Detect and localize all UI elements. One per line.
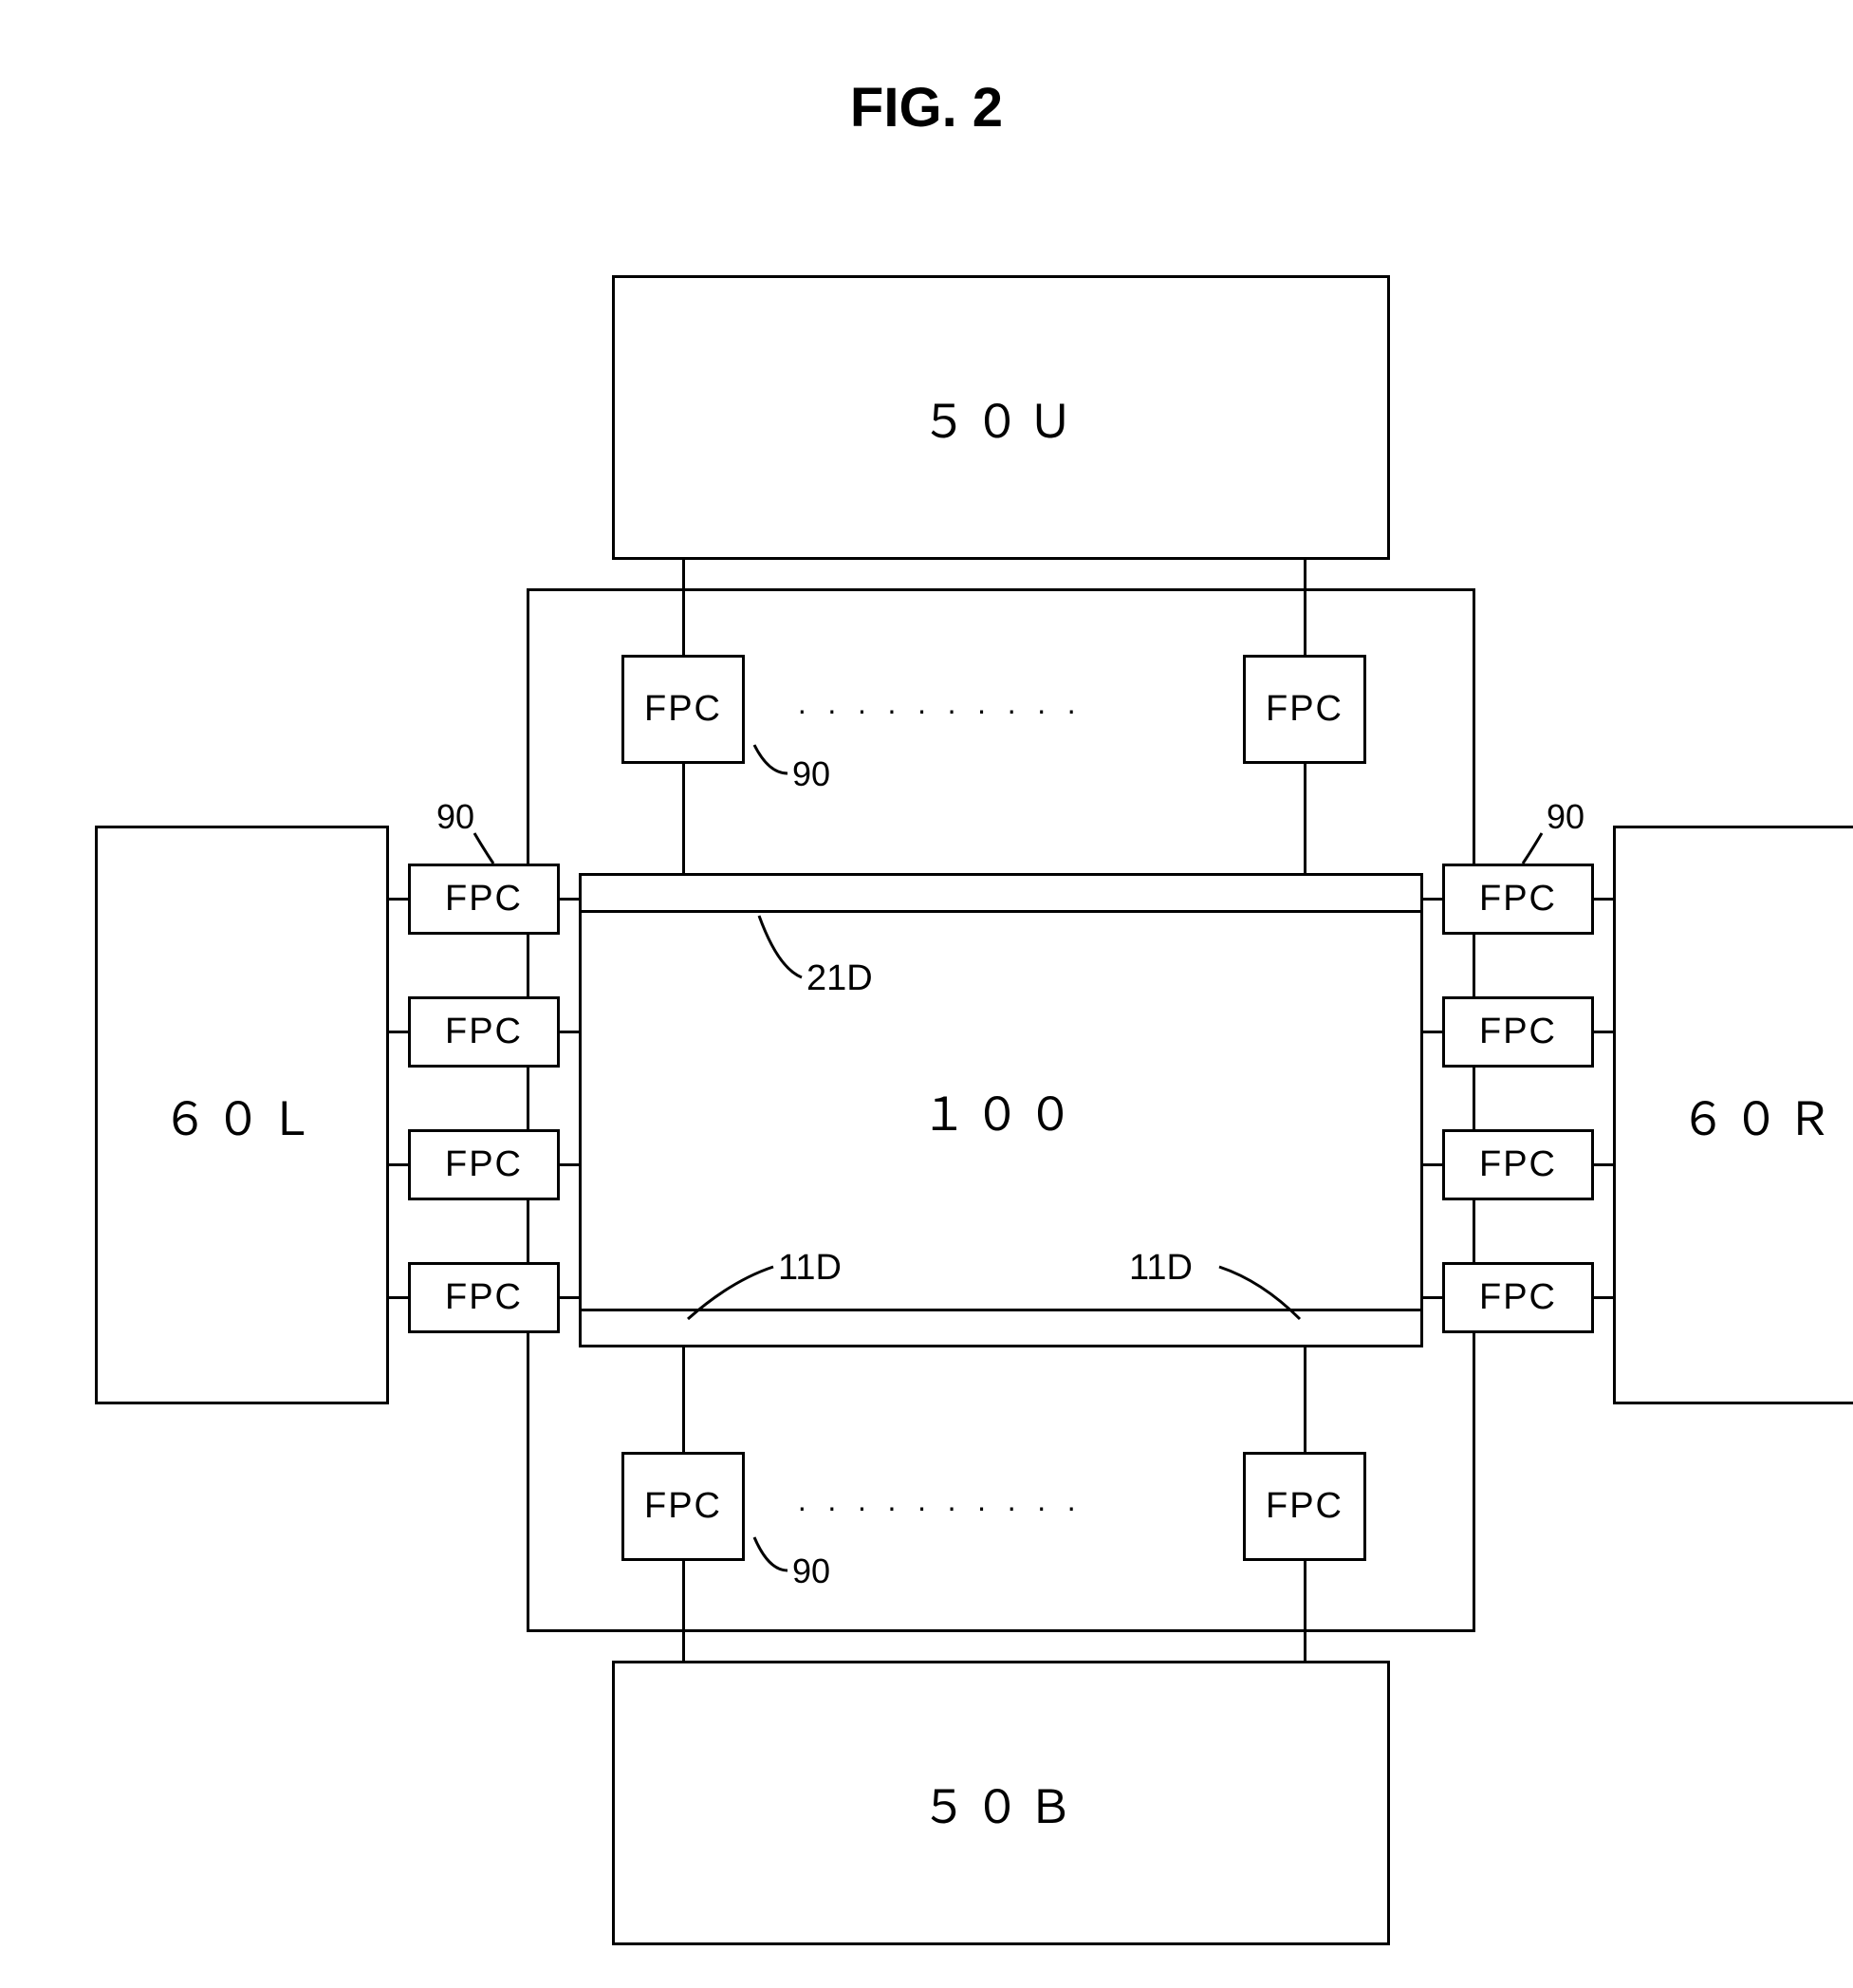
- leader-11d-right: [38, 38, 1815, 1950]
- figure-canvas: FIG. 2５０Ｕ５０Ｂ６０Ｌ６０Ｒ１００FPCFPCFPCFPCFPCFPCF…: [38, 38, 1815, 1950]
- connector-line: [579, 1309, 1423, 1311]
